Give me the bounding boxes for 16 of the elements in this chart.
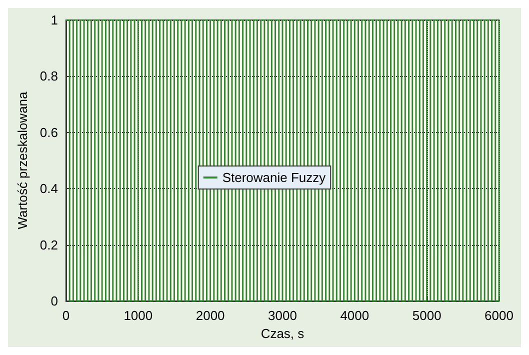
x-tick-label: 6000 (484, 308, 514, 323)
y-tick-label: 0.6 (40, 124, 58, 140)
legend-label: Sterowanie Fuzzy (222, 170, 326, 185)
y-tick-label: 0 (50, 294, 58, 308)
x-axis-title: Czas, s (260, 326, 305, 341)
y-tick-label: 0.8 (40, 68, 58, 84)
x-tick-label: 4000 (340, 308, 370, 323)
y-tick-label: 1 (50, 12, 58, 28)
x-tick-label: 0 (62, 308, 70, 323)
y-tick-label: 0.2 (40, 237, 58, 252)
y-tick-label: 0.4 (40, 181, 58, 196)
x-tick-label: 1000 (124, 308, 153, 323)
x-tick-label: 5000 (412, 308, 442, 323)
y-axis-title: Wartość przeskalowana (15, 90, 30, 230)
x-tick-label: 3000 (268, 308, 297, 323)
x-tick-label: 2000 (196, 308, 225, 323)
